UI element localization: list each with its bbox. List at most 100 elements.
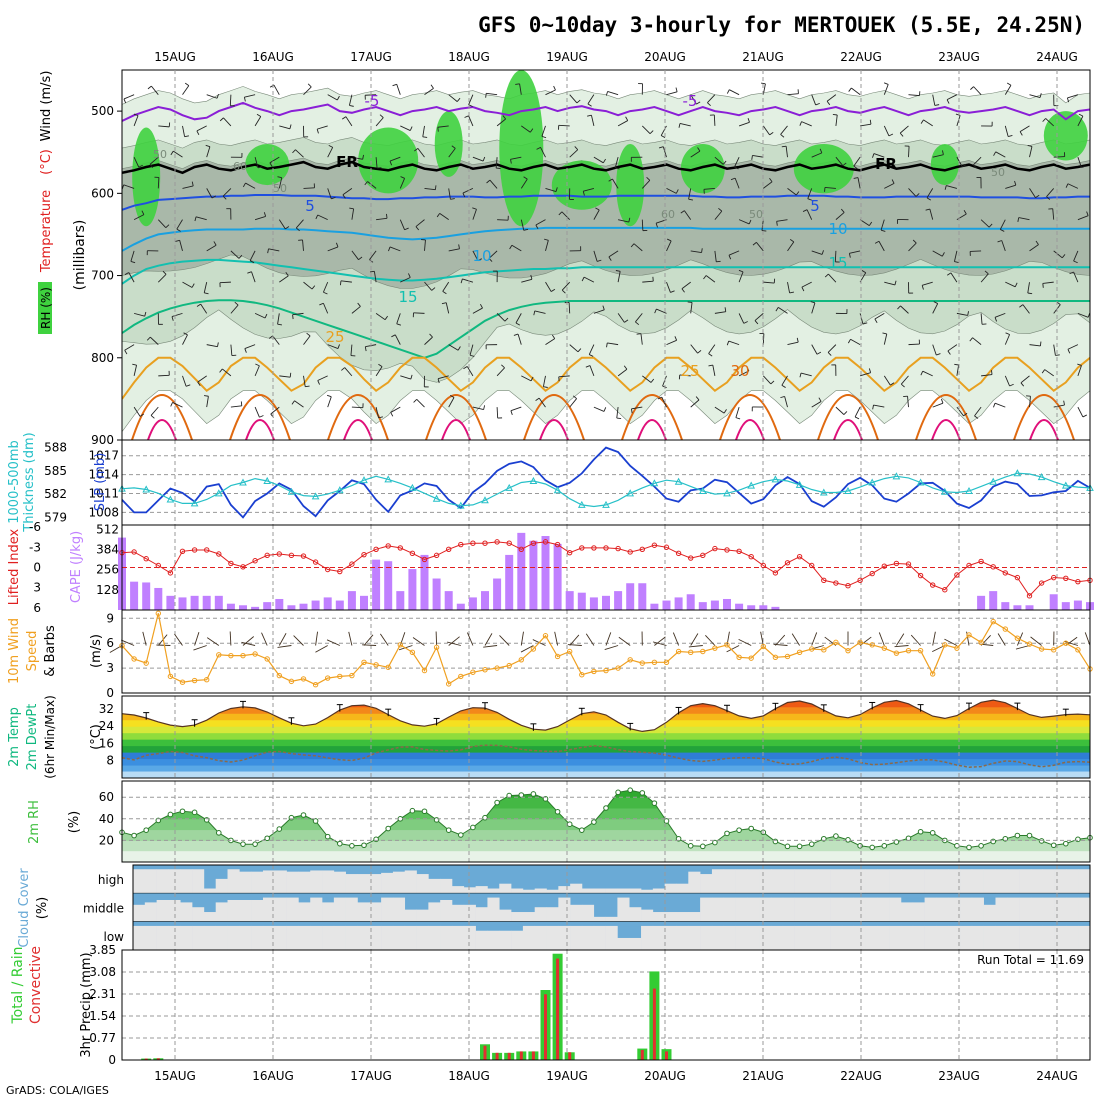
rh2m-marker	[1050, 842, 1057, 849]
wind-barb	[1053, 404, 1065, 408]
lifted-index-marker	[639, 546, 645, 552]
wind-barb	[545, 89, 556, 96]
wind-barb	[375, 366, 383, 377]
cape-bar	[456, 603, 465, 610]
wind-barb	[729, 89, 740, 96]
wind-speed-marker	[567, 648, 573, 655]
wind-barb-flag	[716, 260, 721, 263]
wind-barb	[542, 375, 546, 387]
cloud-clear-bar	[251, 925, 264, 950]
wind-barb	[946, 185, 958, 189]
wind-barb-flag	[431, 287, 436, 291]
surface-wind-barb	[705, 634, 716, 646]
cloud-clear-bar	[534, 888, 547, 894]
cloud-clear-bar	[416, 874, 429, 894]
wind-barb	[590, 115, 595, 127]
cloud-clear-bar	[759, 925, 772, 950]
wind-barb	[376, 217, 388, 221]
surface-wind-barb	[499, 635, 510, 646]
wind-barb-flag	[139, 413, 145, 417]
wind-barb	[535, 219, 546, 226]
wind-barb	[850, 338, 861, 346]
wind-barb	[593, 250, 598, 262]
cloud-clear-bar	[605, 888, 618, 894]
wind-barb-flag	[269, 162, 273, 167]
wind-barb-flag	[323, 291, 328, 295]
wind-barb	[292, 312, 304, 316]
cloud-clear-bar	[711, 897, 725, 922]
wind-barb-flag	[776, 221, 778, 226]
wind-barb	[932, 344, 937, 356]
rh2m-marker	[857, 843, 863, 849]
slp-tick-label: 1008	[88, 505, 119, 519]
wind-barb-flag	[185, 384, 191, 387]
wind-barb-flag	[1000, 229, 1005, 232]
wind-barb	[496, 118, 506, 127]
cloud-clear-bar	[877, 925, 890, 950]
surface-wind-barb	[447, 641, 461, 646]
rh2m-marker	[1075, 836, 1081, 843]
cloud-clear-bar	[723, 869, 736, 894]
precip-tick-label: 1.54	[89, 1009, 116, 1023]
cloud-clear-bar	[759, 897, 772, 922]
cloud-clear-bar	[522, 925, 536, 950]
wind-barb	[811, 152, 823, 158]
wind-barb	[561, 281, 571, 291]
rh2m-marker	[784, 843, 791, 850]
wind-barb-flag	[483, 405, 486, 410]
wind-barb	[375, 313, 386, 321]
wind-speed-marker	[930, 671, 936, 677]
surface-wind-barb	[379, 633, 389, 646]
wind-barb	[251, 271, 256, 283]
wind-barb	[348, 94, 353, 106]
wind-barb	[994, 402, 1006, 408]
wind-barb-flag	[1066, 97, 1070, 103]
wind-barb-flag	[801, 286, 805, 292]
thickness-marker	[698, 486, 707, 494]
wind-barb-flag	[815, 102, 820, 106]
wind-barb-flag	[933, 301, 938, 304]
cape-bar	[372, 559, 381, 610]
isotherm-FR	[122, 160, 1090, 175]
isotherm-35	[441, 419, 471, 440]
wind-barb	[206, 146, 211, 158]
wind-barb-flag	[349, 207, 354, 210]
cloud-clear-bar	[841, 925, 855, 950]
isotherm-30	[229, 394, 291, 440]
wind-barb-flag	[963, 412, 968, 417]
wind-barb-flag	[818, 397, 822, 402]
wind-barb-flag	[743, 321, 748, 324]
day-label-top: 24AUG	[1036, 50, 1078, 64]
wind-barb	[273, 84, 280, 95]
wind-barb-flag	[576, 99, 581, 104]
wind-barb	[519, 83, 522, 95]
temp-tick-label: 24	[99, 719, 114, 733]
wind-barb-flag	[991, 370, 993, 375]
wind-barb	[400, 277, 411, 283]
wind-barb-flag	[1046, 196, 1051, 200]
wind-speed-marker	[554, 653, 561, 660]
cloud-clear-bar	[1007, 869, 1020, 894]
cloud-clear-bar	[227, 925, 240, 950]
wind-legend-label: Wind (m/s)	[39, 71, 54, 142]
cloud-clear-bar	[475, 886, 488, 894]
lifted-index-marker	[312, 559, 319, 565]
surface-wind-barb	[241, 641, 256, 646]
wind-barb	[254, 116, 262, 127]
wind-barb-flag	[268, 335, 273, 339]
wind-barb	[994, 312, 1006, 318]
cloud-clear-bar	[629, 937, 642, 950]
cloud-clear-bar	[286, 897, 299, 922]
wind-barb	[973, 156, 982, 166]
wind-barb	[785, 146, 788, 158]
wind-barb-flag	[162, 270, 167, 275]
wind-barb-flag	[165, 224, 170, 229]
wind-barb	[956, 364, 960, 376]
wind-barb-flag	[872, 404, 874, 410]
lifted-index-marker	[494, 539, 500, 545]
wind-barb	[1001, 240, 1006, 252]
wind-barb	[712, 364, 716, 376]
wind-barb-flag	[847, 339, 851, 344]
wind-barb-flag	[558, 211, 563, 216]
cloud-clear-bar	[1054, 897, 1067, 922]
